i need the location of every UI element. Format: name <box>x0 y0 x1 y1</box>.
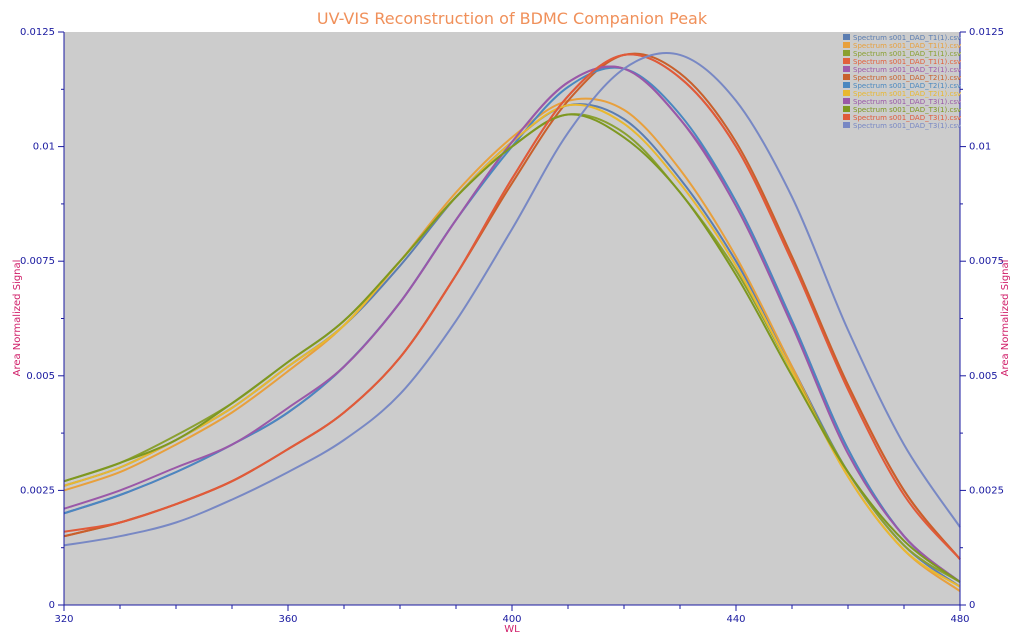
legend-entry: Spectrum s001_DAD_T3(1).csv <box>853 114 961 122</box>
chart-title: UV-VIS Reconstruction of BDMC Companion … <box>317 9 708 28</box>
legend-swatch <box>843 122 850 128</box>
series-line-9 <box>63 65 961 583</box>
y-tick-label: 0 <box>49 600 55 611</box>
y-axis-label: Area Normalized Signal <box>12 260 23 377</box>
legend-swatch <box>843 42 850 48</box>
axes <box>58 31 966 611</box>
x-tick-label: 360 <box>278 614 297 625</box>
legend-entry: Spectrum s001_DAD_T2(1).csv <box>853 90 961 98</box>
x-tick-label: 440 <box>726 614 745 625</box>
legend-entry: Spectrum s001_DAD_T2(1).csv <box>853 66 961 74</box>
legend-swatch <box>843 50 850 56</box>
series-line-11 <box>63 53 961 560</box>
y-tick-label-right: 0.0025 <box>969 485 1004 496</box>
y-tick-label: 0.005 <box>26 371 55 382</box>
plot-area <box>64 32 960 605</box>
legend-swatch <box>843 34 850 40</box>
series-line-12 <box>63 51 961 547</box>
y-tick-label-right: 0.0125 <box>969 27 1004 38</box>
legend-entry: Spectrum s001_DAD_T3(1).csv <box>853 98 961 106</box>
y-tick-label: 0.0025 <box>20 485 55 496</box>
x-tick-label: 400 <box>502 614 521 625</box>
x-tick-label: 480 <box>950 614 969 625</box>
legend-swatch <box>843 66 850 72</box>
legend-swatch <box>843 90 850 96</box>
legend-entry: Spectrum s001_DAD_T3(1).csv <box>853 106 961 114</box>
series-lines <box>63 51 961 593</box>
y-tick-label: 0.01 <box>33 142 55 153</box>
legend-entry: Spectrum s001_DAD_T2(1).csv <box>853 74 961 82</box>
legend-entry: Spectrum s001_DAD_T1(1).csv <box>853 58 961 66</box>
y-tick-label: 0.0125 <box>20 27 55 38</box>
y-tick-label-right: 0.01 <box>969 142 991 153</box>
legend-swatch <box>843 114 850 120</box>
series-line-10 <box>63 113 961 583</box>
legend-entry: Spectrum s001_DAD_T1(1).csv <box>853 50 961 58</box>
x-tick-label: 320 <box>54 614 73 625</box>
legend-entry: Spectrum s001_DAD_T3(1).csv <box>853 122 961 130</box>
legend-entry: Spectrum s001_DAD_T1(1).csv <box>853 42 961 50</box>
legend-entry: Spectrum s001_DAD_T2(1).csv <box>853 82 961 90</box>
legend-swatch <box>843 74 850 80</box>
y-tick-label: 0.0075 <box>20 256 55 267</box>
x-axis-label: WL <box>504 624 520 635</box>
y-tick-label-right: 0.005 <box>969 371 998 382</box>
legend-swatch <box>843 82 850 88</box>
y-tick-label-right: 0 <box>969 600 975 611</box>
legend-swatch <box>843 98 850 104</box>
y-tick-label-right: 0.0075 <box>969 256 1004 267</box>
legend-swatch <box>843 106 850 112</box>
legend-swatch <box>843 58 850 64</box>
y-axis-label-right: Area Normalized Signal <box>1000 260 1011 377</box>
legend-entry: Spectrum s001_DAD_T1(1).csv <box>853 34 961 42</box>
